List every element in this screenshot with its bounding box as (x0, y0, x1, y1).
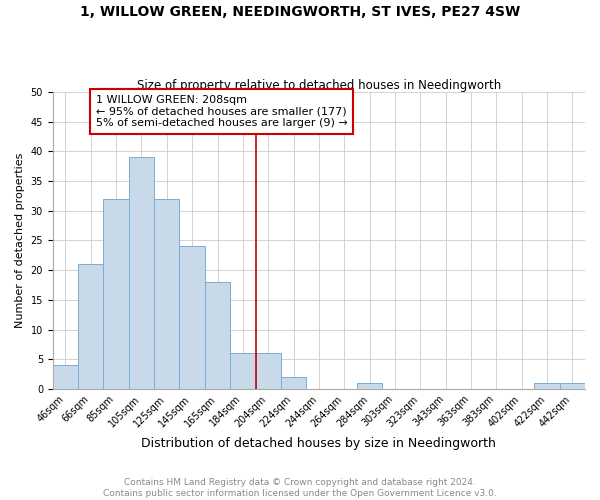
Bar (256, 354, 281, 389)
Y-axis label: Number of detached properties: Number of detached properties (15, 153, 25, 328)
Bar (103, 199, 129, 389)
Text: 1 WILLOW GREEN: 208sqm
← 95% of detached houses are smaller (177)
5% of semi-det: 1 WILLOW GREEN: 208sqm ← 95% of detached… (96, 95, 347, 128)
Bar (357, 383, 382, 389)
Text: 1, WILLOW GREEN, NEEDINGWORTH, ST IVES, PE27 4SW: 1, WILLOW GREEN, NEEDINGWORTH, ST IVES, … (80, 5, 520, 19)
Text: Contains HM Land Registry data © Crown copyright and database right 2024.
Contai: Contains HM Land Registry data © Crown c… (103, 478, 497, 498)
Bar (535, 383, 560, 389)
Bar (179, 246, 205, 389)
Bar (129, 158, 154, 389)
Bar (560, 383, 585, 389)
Bar (53, 365, 78, 389)
Title: Size of property relative to detached houses in Needingworth: Size of property relative to detached ho… (137, 79, 501, 92)
X-axis label: Distribution of detached houses by size in Needingworth: Distribution of detached houses by size … (142, 437, 496, 450)
Bar (205, 282, 230, 389)
Bar (281, 377, 306, 389)
Bar (78, 264, 103, 389)
Bar (230, 354, 256, 389)
Bar (154, 199, 179, 389)
